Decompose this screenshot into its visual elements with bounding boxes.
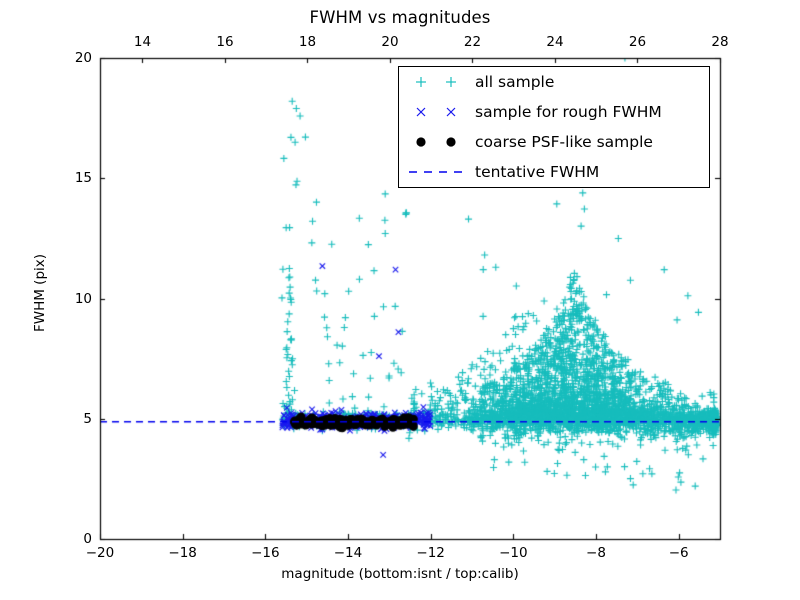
x-tick-label-bottom: −16 <box>251 545 280 561</box>
legend-marker-x-icon <box>399 97 475 127</box>
x-tick-label-bottom: −14 <box>333 545 363 561</box>
legend-item-label: sample for rough FWHM <box>475 103 662 121</box>
legend-item: all sample <box>399 67 709 97</box>
x-tick-label-top: 24 <box>546 34 564 50</box>
y-tick-label: 0 <box>83 531 92 547</box>
y-tick-label: 5 <box>83 410 92 427</box>
y-tick-label: 10 <box>74 290 92 307</box>
legend-item-label: all sample <box>475 73 555 91</box>
x-tick-label-top: 26 <box>628 34 647 50</box>
legend-item-label: coarse PSF-like sample <box>475 133 653 151</box>
chart-title: FWHM vs magnitudes <box>309 8 491 27</box>
x-tick-label-top: 14 <box>133 34 152 50</box>
legend-item: sample for rough FWHM <box>399 97 709 127</box>
x-tick-label-top: 28 <box>711 34 729 50</box>
x-tick-label-bottom: −12 <box>416 545 445 561</box>
x-tick-label-bottom: −18 <box>168 545 197 561</box>
y-tick-label: 20 <box>74 50 92 66</box>
x-tick-label-top: 18 <box>298 34 317 50</box>
legend-item: coarse PSF-like sample <box>399 127 709 157</box>
x-tick-label-bottom: −8 <box>586 545 606 561</box>
legend-item-label: tentative FWHM <box>475 163 600 181</box>
chart-legend: all sample sample for rough FWHM coarse PS… <box>398 66 710 188</box>
x-tick-label-top: 16 <box>216 34 234 50</box>
legend-marker-+-icon <box>399 67 475 97</box>
x-axis-label: magnitude (bottom:isnt / top:calib) <box>281 566 519 582</box>
x-tick-label-bottom: −6 <box>668 545 689 561</box>
legend-item: tentative FWHM <box>399 157 709 187</box>
x-tick-label-bottom: −10 <box>499 545 528 561</box>
x-tick-label-bottom: −20 <box>85 545 115 561</box>
legend-marker-dashed-line-icon <box>399 157 475 187</box>
x-tick-label-top: 22 <box>463 34 482 50</box>
x-tick-label-top: 20 <box>381 34 399 50</box>
legend-marker-o-icon <box>399 127 475 157</box>
y-tick-label: 15 <box>74 170 92 187</box>
